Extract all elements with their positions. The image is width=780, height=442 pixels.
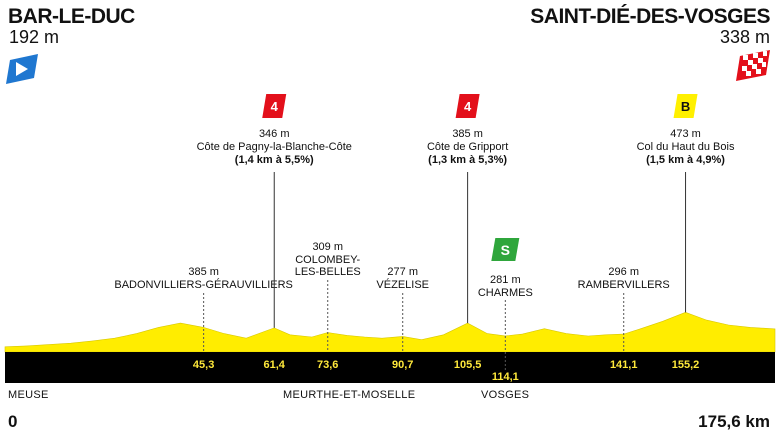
start-flag-icon <box>6 54 38 84</box>
sprint-altitude: 281 m <box>490 274 521 286</box>
climb-category-label: B <box>681 99 690 114</box>
climb-category-label: 4 <box>464 99 472 114</box>
climb-detail: (1,4 km à 5,5%) <box>235 154 314 166</box>
checkered-finish-flag-icon <box>736 50 770 81</box>
km-marker-label: 141,1 <box>610 359 638 371</box>
climb-altitude: 385 m <box>452 128 483 140</box>
department-meurthe-et-moselle: MEURTHE-ET-MOSELLE <box>283 389 416 401</box>
department-vosges: VOSGES <box>481 389 530 401</box>
flags-layer <box>6 50 770 84</box>
climb-category-badge-icon <box>455 94 480 118</box>
km-marker-label: 90,7 <box>392 359 413 371</box>
town-altitude: 277 m <box>387 266 418 278</box>
department-meuse: MEUSE <box>8 389 49 401</box>
km-marker-label: 114,1 <box>492 371 519 383</box>
km-marker-label: 45,3 <box>193 359 214 371</box>
start-km-label: 0 <box>8 412 18 431</box>
climb-name: Col du Haut du Bois <box>637 141 735 153</box>
climb-name: Côte de Pagny-la-Blanche-Côte <box>197 141 352 153</box>
town-name: VÉZELISE <box>376 278 429 291</box>
climb-name: Côte de Gripport <box>427 141 508 153</box>
climb-category-badge-icon <box>673 94 698 118</box>
town-altitude: 309 m <box>312 241 343 253</box>
km-marker-label: 155,2 <box>672 359 700 371</box>
climb-category-label: 4 <box>271 99 279 114</box>
total-distance-label: 175,6 km <box>698 412 770 431</box>
km-marker-label: 61,4 <box>264 359 286 371</box>
elevation-profile-area <box>4 311 776 353</box>
km-band <box>5 352 775 383</box>
sprint-badge-icon <box>491 238 520 261</box>
start-town-name: BAR-LE-DUC <box>8 5 135 28</box>
town-name: BADONVILLIERS-GÉRAUVILLIERS <box>114 278 293 291</box>
town-altitude: 296 m <box>608 266 639 278</box>
climb-altitude: 346 m <box>259 128 290 140</box>
sprint-town-name: CHARMES <box>478 287 533 299</box>
town-altitude: 385 m <box>188 266 219 278</box>
town-name: LES-BELLES <box>295 266 361 278</box>
climb-detail: (1,3 km à 5,3%) <box>428 154 507 166</box>
km-marker-label: 105,5 <box>454 359 482 371</box>
climb-detail: (1,5 km à 4,9%) <box>646 154 725 166</box>
sprint-label: S <box>501 242 510 258</box>
km-marker-label: 73,6 <box>317 359 338 371</box>
start-altitude: 192 m <box>9 27 60 47</box>
town-name: RAMBERVILLERS <box>578 279 670 291</box>
climb-category-badge-icon <box>262 94 287 118</box>
finish-altitude: 338 m <box>719 27 770 47</box>
climb-altitude: 473 m <box>670 128 701 140</box>
finish-town-name: SAINT-DIÉ-DES-VOSGES <box>530 5 770 28</box>
town-name: COLOMBEY- <box>295 254 360 266</box>
